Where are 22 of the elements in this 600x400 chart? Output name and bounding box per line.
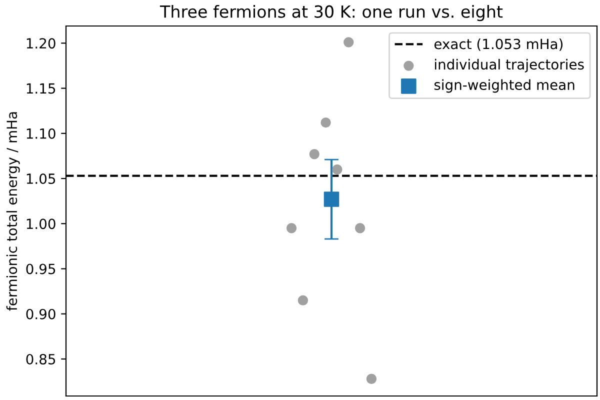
point <box>286 223 297 234</box>
point <box>324 192 340 207</box>
y-tick-label: 1.00 <box>26 218 56 230</box>
point <box>332 164 342 175</box>
legend-label: exact (1.053 mHa) <box>434 38 563 51</box>
legend-label: sign-weighted mean <box>434 79 574 93</box>
y-tick-label: 1.10 <box>26 128 56 139</box>
y-tick-label: 0.90 <box>26 308 56 320</box>
point <box>344 37 354 48</box>
y-tick-label: 0.85 <box>26 354 56 364</box>
chart-title: Three fermions at 30 K: one run vs. eight <box>160 5 503 22</box>
y-axis-title: fermionic total energy / mHa <box>6 112 20 311</box>
y-tick-label: 1.20 <box>26 38 56 49</box>
point <box>354 223 366 234</box>
point <box>366 374 377 384</box>
point <box>298 295 308 306</box>
point <box>320 117 331 128</box>
legend-label: individual trajectories <box>434 58 584 72</box>
y-tick-label: 1.15 <box>26 83 56 94</box>
point <box>309 149 320 160</box>
y-tick-label: 1.05 <box>26 173 56 184</box>
y-tick-label: 0.95 <box>26 264 56 274</box>
